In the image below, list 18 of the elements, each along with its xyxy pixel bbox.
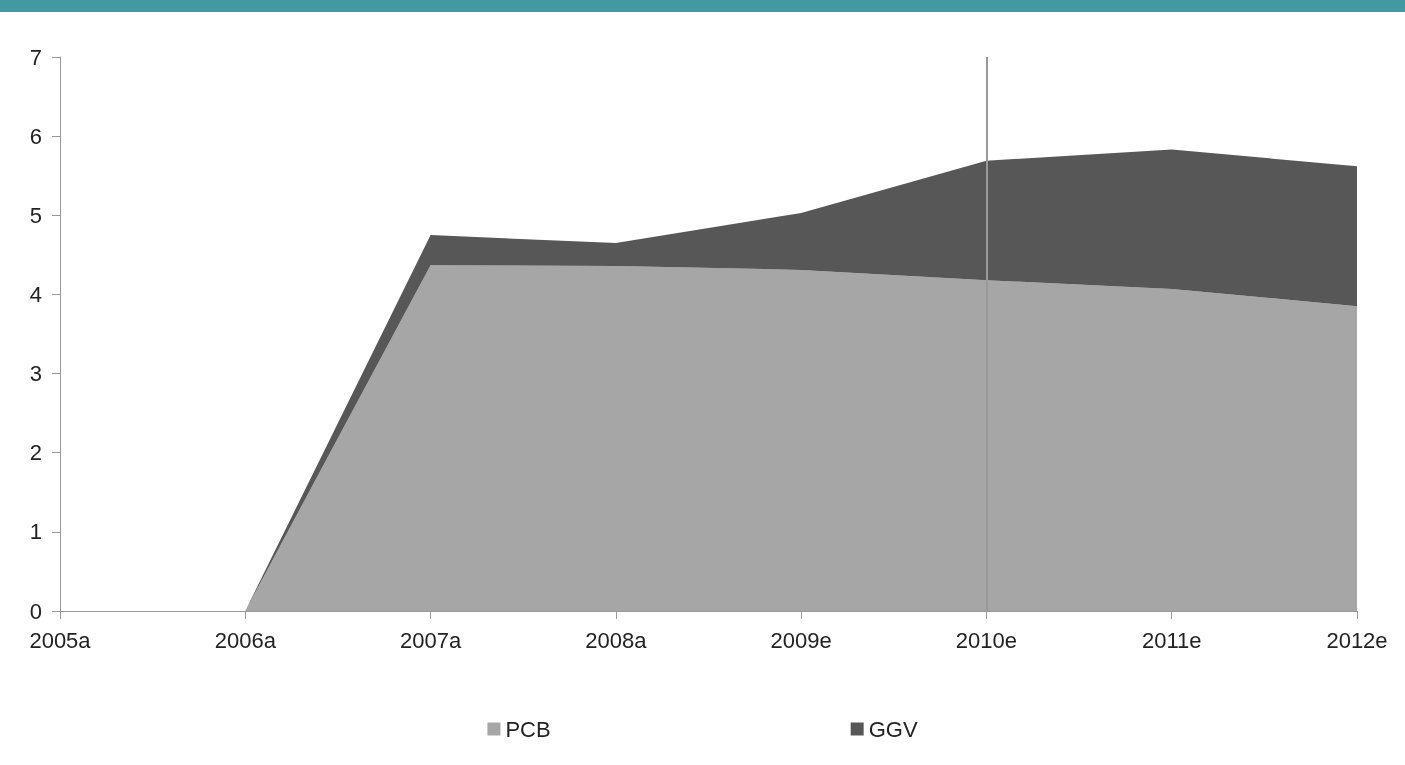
y-tick-label: 4 — [29, 281, 42, 307]
y-tick-label: 1 — [29, 519, 42, 545]
x-tick-label: 2010e — [955, 627, 1018, 653]
y-tick-label: 0 — [29, 598, 42, 624]
y-tick-label: 2 — [29, 440, 42, 466]
x-tick-label: 2012e — [1326, 627, 1388, 653]
x-tick-label: 2006a — [214, 627, 277, 653]
y-tick-label: 6 — [29, 123, 42, 149]
y-tick-label: 7 — [29, 44, 42, 70]
legend-label: PCB — [505, 716, 551, 742]
y-tick-label: 3 — [29, 361, 42, 387]
x-tick-label: 2011e — [1141, 627, 1202, 653]
x-tick-label: 2008a — [585, 627, 648, 653]
legend-label: GGV — [868, 716, 918, 742]
y-tick-label: 5 — [29, 202, 42, 228]
x-tick-label: 2007a — [399, 627, 462, 653]
x-tick-label: 2009e — [770, 627, 832, 653]
x-tick-label: 2005a — [29, 627, 92, 653]
